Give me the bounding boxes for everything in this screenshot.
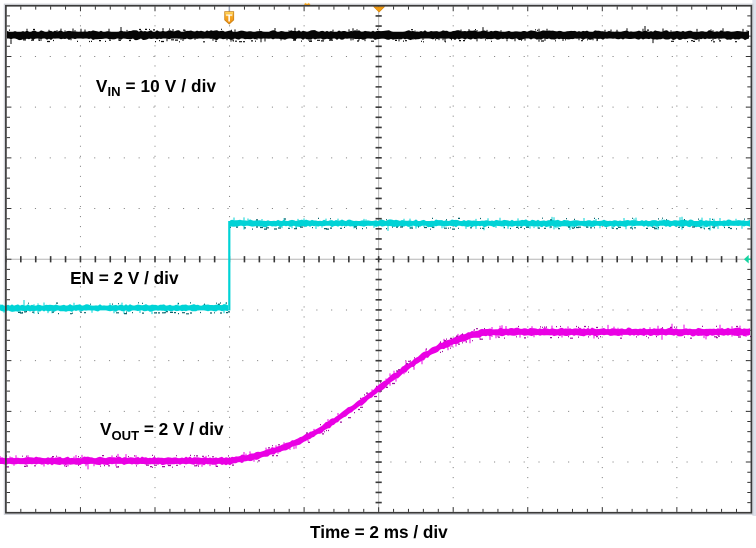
svg-text:T: T [226, 14, 233, 25]
